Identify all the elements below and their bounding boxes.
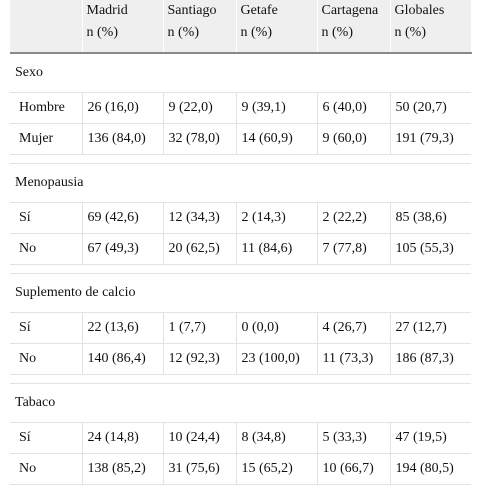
table-cell: 11 (73,3) (317, 343, 391, 375)
column-title: Globales (394, 3, 445, 18)
table-cell: 9 (60,0) (317, 123, 391, 155)
group-row-suplemento-de-calcio: Suplemento de calcio (10, 273, 471, 313)
table-cell: 9 (22,0) (163, 92, 237, 124)
table-cell: 10 (24,4) (163, 422, 237, 454)
table-row: Sí 24 (14,8) 10 (24,4) 8 (34,8) 5 (33,3)… (10, 422, 471, 454)
group-row-tabaco: Tabaco (10, 383, 471, 423)
group-title: Menopausia (10, 163, 471, 203)
table-cell: 9 (39,1) (236, 92, 318, 124)
table-cell: 14 (60,9) (236, 123, 318, 155)
table-row: Hombre 26 (16,0) 9 (22,0) 9 (39,1) 6 (40… (10, 92, 471, 124)
column-title: Cartagena (321, 3, 379, 18)
table-cell: 2 (22,2) (317, 202, 391, 234)
table-body: Sexo Hombre 26 (16,0) 9 (22,0) 9 (39,1) … (10, 53, 471, 485)
data-table: Madrid n (%) Santiago n (%) Getafe n (%)… (10, 0, 472, 485)
header-cell-santiago: Santiago n (%) (163, 0, 237, 54)
table-row: No 67 (49,3) 20 (62,5) 11 (84,6) 7 (77,8… (10, 233, 471, 265)
table-cell: 12 (34,3) (163, 202, 237, 234)
header-cell-globales: Globales n (%) (390, 0, 472, 54)
table-cell: 136 (84,0) (82, 123, 164, 155)
group-title: Sexo (10, 53, 471, 93)
table-cell: 138 (85,2) (82, 453, 164, 485)
group-row-menopausia: Menopausia (10, 163, 471, 203)
data-table-container: Madrid n (%) Santiago n (%) Getafe n (%)… (10, 0, 481, 485)
table-cell: 67 (49,3) (82, 233, 164, 265)
table-cell: 4 (26,7) (317, 312, 391, 344)
column-unit: n (%) (167, 25, 200, 40)
table-row: Mujer 136 (84,0) 32 (78,0) 14 (60,9) 9 (… (10, 123, 471, 155)
table-cell: 31 (75,6) (163, 453, 237, 485)
column-unit: n (%) (394, 25, 427, 40)
table-cell: 5 (33,3) (317, 422, 391, 454)
row-label: Hombre (10, 92, 83, 124)
group-title: Suplemento de calcio (10, 273, 471, 313)
column-unit: n (%) (86, 25, 119, 40)
table-cell: 47 (19,5) (390, 422, 471, 454)
row-label: Mujer (10, 123, 83, 155)
table-cell: 186 (87,3) (390, 343, 471, 375)
column-title: Madrid (86, 3, 128, 18)
table-cell: 32 (78,0) (163, 123, 237, 155)
column-title: Santiago (167, 3, 217, 18)
table-cell: 24 (14,8) (82, 422, 164, 454)
group-spacer (10, 264, 471, 274)
table-header: Madrid n (%) Santiago n (%) Getafe n (%)… (10, 0, 472, 54)
group-spacer (10, 154, 471, 164)
table-cell: 23 (100,0) (236, 343, 318, 375)
row-label: Sí (10, 312, 83, 344)
table-row: Sí 69 (42,6) 12 (34,3) 2 (14,3) 2 (22,2)… (10, 202, 471, 234)
row-label: Sí (10, 422, 83, 454)
table-cell: 26 (16,0) (82, 92, 164, 124)
table-cell: 140 (86,4) (82, 343, 164, 375)
header-cell-cartagena: Cartagena n (%) (317, 0, 391, 54)
group-title: Tabaco (10, 383, 471, 423)
table-cell: 15 (65,2) (236, 453, 318, 485)
table-cell: 0 (0,0) (236, 312, 318, 344)
table-cell: 11 (84,6) (236, 233, 318, 265)
table-cell: 1 (7,7) (163, 312, 237, 344)
table-cell: 2 (14,3) (236, 202, 318, 234)
row-label: Sí (10, 202, 83, 234)
table-cell: 85 (38,6) (390, 202, 471, 234)
table-cell: 8 (34,8) (236, 422, 318, 454)
table-cell: 191 (79,3) (390, 123, 471, 155)
table-row: No 138 (85,2) 31 (75,6) 15 (65,2) 10 (66… (10, 453, 471, 485)
column-unit: n (%) (321, 25, 354, 40)
header-cell-getafe: Getafe n (%) (236, 0, 318, 54)
table-cell: 20 (62,5) (163, 233, 237, 265)
row-label: No (10, 343, 83, 375)
column-unit: n (%) (240, 25, 273, 40)
table-cell: 50 (20,7) (390, 92, 471, 124)
table-cell: 194 (80,5) (390, 453, 471, 485)
row-label: No (10, 453, 83, 485)
table-cell: 69 (42,6) (82, 202, 164, 234)
row-label: No (10, 233, 83, 265)
table-cell: 6 (40,0) (317, 92, 391, 124)
group-row-sexo: Sexo (10, 53, 471, 93)
table-row: No 140 (86,4) 12 (92,3) 23 (100,0) 11 (7… (10, 343, 471, 375)
table-row: Sí 22 (13,6) 1 (7,7) 0 (0,0) 4 (26,7) 27… (10, 312, 471, 344)
table-cell: 22 (13,6) (82, 312, 164, 344)
header-row: Madrid n (%) Santiago n (%) Getafe n (%)… (10, 0, 472, 54)
table-cell: 10 (66,7) (317, 453, 391, 485)
header-cell-madrid: Madrid n (%) (82, 0, 164, 54)
header-cell-blank (10, 0, 83, 54)
table-cell: 7 (77,8) (317, 233, 391, 265)
table-cell: 12 (92,3) (163, 343, 237, 375)
table-cell: 105 (55,3) (390, 233, 471, 265)
table-cell: 27 (12,7) (390, 312, 471, 344)
group-spacer (10, 374, 471, 384)
column-title: Getafe (240, 3, 278, 18)
